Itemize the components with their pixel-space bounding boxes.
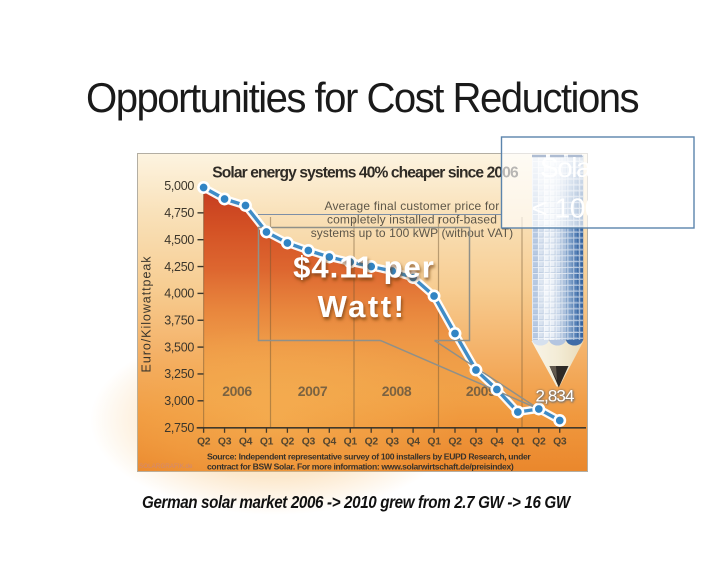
svg-text:Solar: Solar [540, 152, 599, 183]
svg-text:Q2: Q2 [197, 437, 211, 448]
svg-text:2,834: 2,834 [535, 387, 573, 406]
svg-text:Q4: Q4 [406, 437, 420, 448]
svg-text:Q2: Q2 [365, 437, 379, 448]
svg-text:3,250: 3,250 [164, 367, 194, 381]
svg-text:Q3: Q3 [302, 437, 316, 448]
svg-text:completely installed roof-base: completely installed roof-based [327, 213, 497, 227]
svg-text:3,000: 3,000 [164, 394, 194, 408]
svg-text:Average final customer price f: Average final customer price for [325, 199, 500, 213]
svg-text:Q3: Q3 [553, 437, 567, 448]
svg-text:Q1: Q1 [260, 437, 274, 448]
svg-text:Q4: Q4 [490, 437, 504, 448]
svg-text:4,750: 4,750 [164, 206, 194, 220]
svg-text:Q4: Q4 [239, 437, 253, 448]
svg-text:Q2: Q2 [281, 437, 295, 448]
svg-text:Q3: Q3 [469, 437, 483, 448]
svg-text:4,000: 4,000 [164, 287, 194, 301]
svg-text:Q3: Q3 [386, 437, 400, 448]
svg-text:Q2: Q2 [448, 437, 462, 448]
svg-text:Source: Independent representa: Source: Independent representative surve… [207, 452, 531, 462]
svg-text:5,000: 5,000 [164, 179, 194, 193]
svg-text:Q1: Q1 [344, 437, 358, 448]
svg-text:3,500: 3,500 [164, 340, 194, 354]
svg-text:Q1: Q1 [511, 437, 525, 448]
svg-text:Solar energy systems 40% cheap: Solar energy systems 40% cheaper since 2… [212, 165, 519, 182]
svg-text:2007: 2007 [298, 383, 328, 399]
svg-text:SOLARGRAFIK.de: SOLARGRAFIK.de [139, 463, 193, 470]
svg-text:2,750: 2,750 [164, 421, 194, 435]
svg-text:3,750: 3,750 [164, 313, 194, 327]
svg-text:4,250: 4,250 [164, 260, 194, 274]
svg-text:systems up to 100 kWP (without: systems up to 100 kWP (without VAT) [311, 226, 514, 240]
svg-text:$4.11 per: $4.11 per [293, 250, 435, 285]
svg-text:2008: 2008 [382, 383, 412, 399]
svg-text:Q4: Q4 [323, 437, 337, 448]
svg-text:Q2: Q2 [532, 437, 546, 448]
svg-text:Q1: Q1 [427, 437, 441, 448]
svg-text:4,500: 4,500 [164, 233, 194, 247]
svg-text:Q3: Q3 [218, 437, 232, 448]
svg-text:2006: 2006 [222, 383, 252, 399]
svg-text:contract for BSW Solar. For mo: contract for BSW Solar. For more informa… [207, 462, 514, 472]
svg-text:Euro/Kilowattpeak: Euro/Kilowattpeak [140, 256, 154, 373]
svg-text:< 100: < 100 [532, 193, 600, 224]
svg-text:Watt!: Watt! [318, 289, 407, 324]
